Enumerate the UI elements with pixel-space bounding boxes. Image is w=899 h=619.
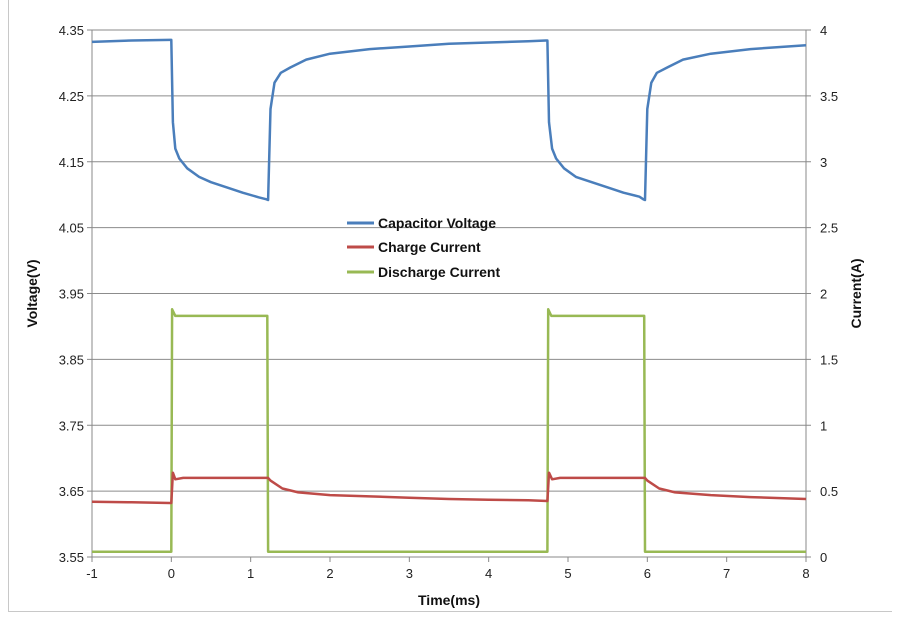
legend-label-discharge-current: Discharge Current [378, 264, 500, 280]
y-right-axis-title: Current(A) [848, 259, 864, 329]
y-right-tick-label: 4 [820, 23, 827, 38]
y-left-tick-label: 3.75 [59, 418, 84, 433]
y-right-tick-label: 1 [820, 418, 827, 433]
y-left-tick-label: 4.05 [59, 221, 84, 236]
series-line-capacitor-voltage [91, 38, 807, 202]
chart-frame [8, 0, 892, 612]
y-right-tick-label: 2.5 [820, 221, 838, 236]
series-layer [91, 38, 807, 553]
x-tick-label: 6 [644, 566, 651, 581]
x-tick-label: 7 [723, 566, 730, 581]
x-tick-label: 4 [485, 566, 492, 581]
x-tick-label: 8 [802, 566, 809, 581]
x-axis-ticks: -1 0 1 2 3 4 5 6 7 8 [86, 557, 810, 581]
y-left-tick-label: 3.55 [59, 550, 84, 565]
y-left-axis-title: Voltage(V) [24, 259, 40, 327]
y-right-tick-label: 1.5 [820, 352, 838, 367]
series-line-charge-current [91, 471, 807, 505]
legend-label-charge-current: Charge Current [378, 239, 481, 255]
y-left-axis-ticks: 3.55 3.65 3.75 3.85 3.95 4.05 4.15 4.25 4.35 [59, 23, 92, 565]
x-tick-label: 2 [326, 566, 333, 581]
y-right-tick-label: 3 [820, 155, 827, 170]
legend: Capacitor Voltage Charge Current Dischar… [347, 215, 500, 280]
y-right-tick-label: 3.5 [820, 89, 838, 104]
x-tick-label: 0 [168, 566, 175, 581]
y-left-tick-label: 4.25 [59, 89, 84, 104]
y-right-axis-ticks: 0 0.5 1 1.5 2 2.5 3 3.5 4 [806, 23, 838, 565]
y-right-tick-label: 0.5 [820, 484, 838, 499]
series-line-discharge-current [92, 308, 806, 553]
x-tick-label: -1 [86, 566, 98, 581]
x-tick-label: 3 [406, 566, 413, 581]
y-right-tick-label: 0 [820, 550, 827, 565]
x-axis-title: Time(ms) [418, 592, 480, 608]
y-left-tick-label: 3.85 [59, 352, 84, 367]
y-right-tick-label: 2 [820, 287, 827, 302]
y-left-tick-label: 4.35 [59, 23, 84, 38]
y-left-tick-label: 4.15 [59, 155, 84, 170]
y-left-tick-label: 3.65 [59, 484, 84, 499]
x-tick-label: 1 [247, 566, 254, 581]
legend-label-capacitor-voltage: Capacitor Voltage [378, 215, 496, 231]
y-left-tick-label: 3.95 [59, 287, 84, 302]
x-tick-label: 5 [564, 566, 571, 581]
